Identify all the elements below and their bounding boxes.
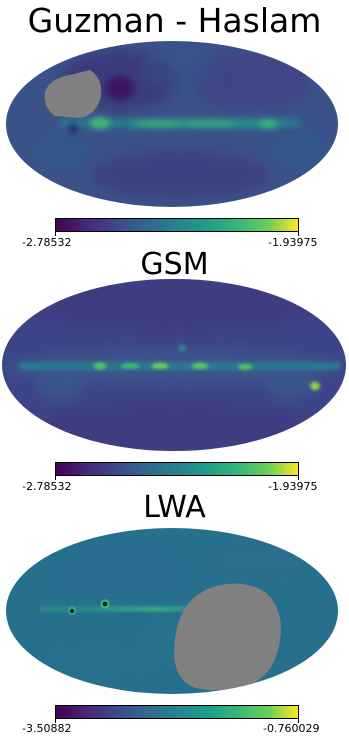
mollweide-map xyxy=(6,41,338,207)
colorbar xyxy=(55,218,299,232)
colorbar-tick xyxy=(55,232,56,236)
colorbar-min-label: -3.50882 xyxy=(22,722,72,735)
colorbar-min-label: -2.78532 xyxy=(22,480,72,493)
panel-title: GSM xyxy=(140,247,209,282)
masked-region xyxy=(174,583,281,691)
mollweide-map xyxy=(2,279,346,451)
colorbar-max-label: -0.760029 xyxy=(263,722,320,735)
colorbar-tick xyxy=(298,232,299,236)
panel-title: LWA xyxy=(143,490,206,525)
mollweide-map xyxy=(6,528,338,694)
colorbar xyxy=(55,462,299,476)
colorbar-max-label: -1.93975 xyxy=(268,236,318,249)
colorbar-tick xyxy=(55,476,56,480)
panel-title: Guzman - Haslam xyxy=(27,1,322,40)
masked-region xyxy=(44,70,102,118)
colorbar-tick xyxy=(55,719,56,723)
colorbar xyxy=(55,705,299,719)
colorbar-max-label: -1.93975 xyxy=(268,480,318,493)
colorbar-tick xyxy=(298,719,299,723)
colorbar-min-label: -2.78532 xyxy=(22,236,72,249)
colorbar-tick xyxy=(298,476,299,480)
